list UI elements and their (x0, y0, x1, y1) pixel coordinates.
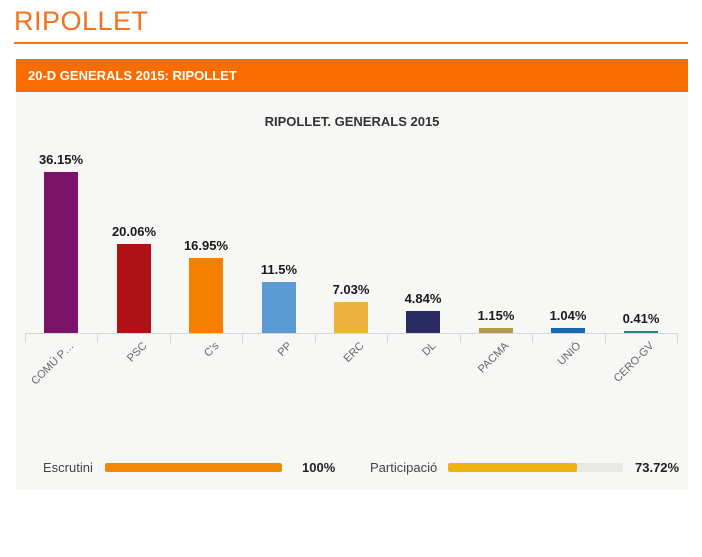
bar-CERO-GV[interactable] (624, 331, 658, 333)
category-label: COMÚ P… (29, 340, 77, 388)
bar-ERC[interactable] (334, 302, 368, 333)
axis-tick (242, 333, 243, 343)
category-label: PSC (125, 340, 150, 365)
participacio-value: 73.72% (635, 460, 680, 475)
escrutini-progress-fill (105, 463, 282, 472)
category-label: ERC (341, 340, 367, 365)
axis-tick (315, 333, 316, 343)
bar-COMÚ P…[interactable] (44, 172, 78, 333)
category-label: DL (420, 340, 439, 359)
bar-value-label: 4.84% (404, 291, 442, 306)
category-label: C's (202, 340, 222, 360)
category-label: CERO-GV (611, 340, 657, 385)
axis-tick (605, 333, 606, 343)
bar-PSC[interactable] (117, 244, 151, 333)
axis-tick (460, 333, 461, 343)
bar-DL[interactable] (406, 311, 440, 333)
bar-value-label: 20.06% (111, 224, 157, 239)
bar-value-label: 1.04% (549, 308, 587, 323)
axis-tick (677, 333, 678, 343)
category-label: UNIÓ (555, 340, 584, 368)
page-title: RIPOLLET (14, 6, 149, 36)
title-divider (14, 42, 688, 44)
axis-tick (387, 333, 388, 343)
bar-value-label: 0.41% (622, 311, 660, 326)
axis-tick (97, 333, 98, 343)
x-axis-line (25, 333, 677, 334)
category-label: PACMA (475, 340, 512, 376)
axis-tick (532, 333, 533, 343)
section-banner-title: 20-D GENERALS 2015: RIPOLLET (28, 68, 237, 83)
participacio-progress-bar (448, 463, 623, 472)
bar-UNIÓ[interactable] (551, 328, 585, 333)
bar-C's[interactable] (189, 258, 223, 333)
participacio-label: Participació (370, 460, 438, 475)
escrutini-label: Escrutini (43, 460, 93, 475)
axis-tick (170, 333, 171, 343)
bar-value-label: 16.95% (183, 238, 229, 253)
bar-PP[interactable] (262, 282, 296, 333)
section-banner: 20-D GENERALS 2015: RIPOLLET (16, 59, 688, 92)
axis-tick (25, 333, 26, 343)
bar-value-label: 36.15% (38, 152, 84, 167)
participacio-progress-fill (448, 463, 577, 472)
category-label: PP (275, 340, 295, 359)
bar-value-label: 7.03% (332, 282, 370, 297)
bar-PACMA[interactable] (479, 328, 513, 333)
escrutini-value: 100% (302, 460, 336, 475)
bar-value-label: 11.5% (260, 262, 298, 277)
chart-panel: RIPOLLET. GENERALS 2015 36.15% COMÚ P… 20.… (16, 92, 688, 490)
bar-value-label: 1.15% (477, 308, 515, 323)
chart-title: RIPOLLET. GENERALS 2015 (264, 114, 440, 129)
escrutini-progress-bar (105, 463, 282, 472)
